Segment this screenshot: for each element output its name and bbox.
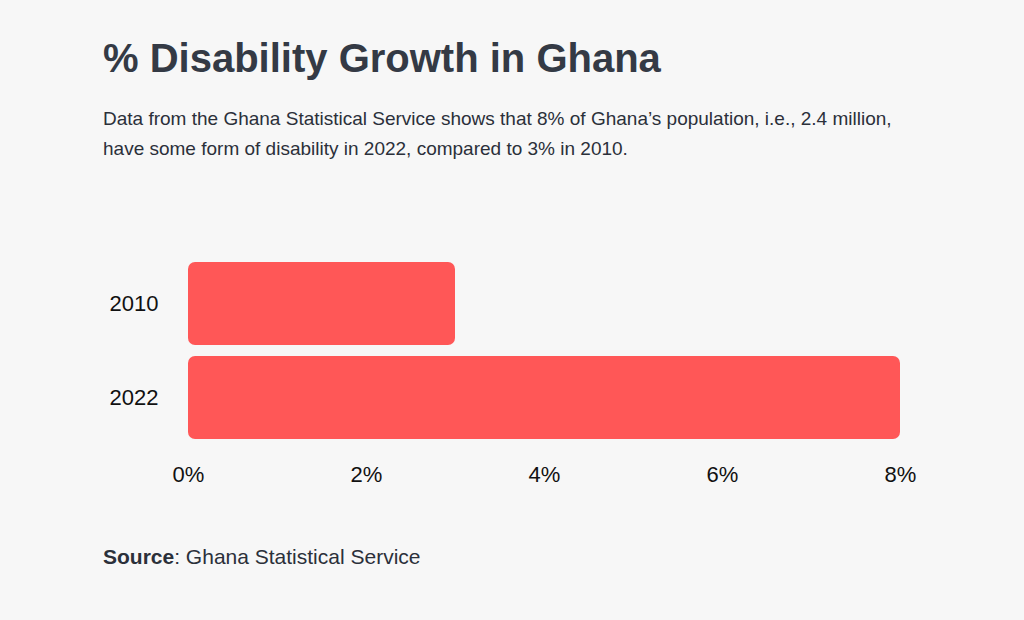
svg-text:8%: 8% bbox=[885, 462, 917, 487]
svg-text:4%: 4% bbox=[529, 462, 561, 487]
svg-text:2010: 2010 bbox=[110, 291, 159, 316]
svg-text:2022: 2022 bbox=[110, 385, 159, 410]
svg-text:2%: 2% bbox=[351, 462, 383, 487]
svg-text:0%: 0% bbox=[173, 462, 205, 487]
svg-text:6%: 6% bbox=[707, 462, 739, 487]
html-text:% Disability Growth in Ghana: % Disability Growth in Ghana bbox=[103, 36, 661, 80]
html-text:Source: Ghana Statistical Serv: Source: Ghana Statistical Service bbox=[103, 545, 421, 568]
html-text:Data from the Ghana Statistica: Data from the Ghana Statistical Service … bbox=[103, 108, 892, 159]
